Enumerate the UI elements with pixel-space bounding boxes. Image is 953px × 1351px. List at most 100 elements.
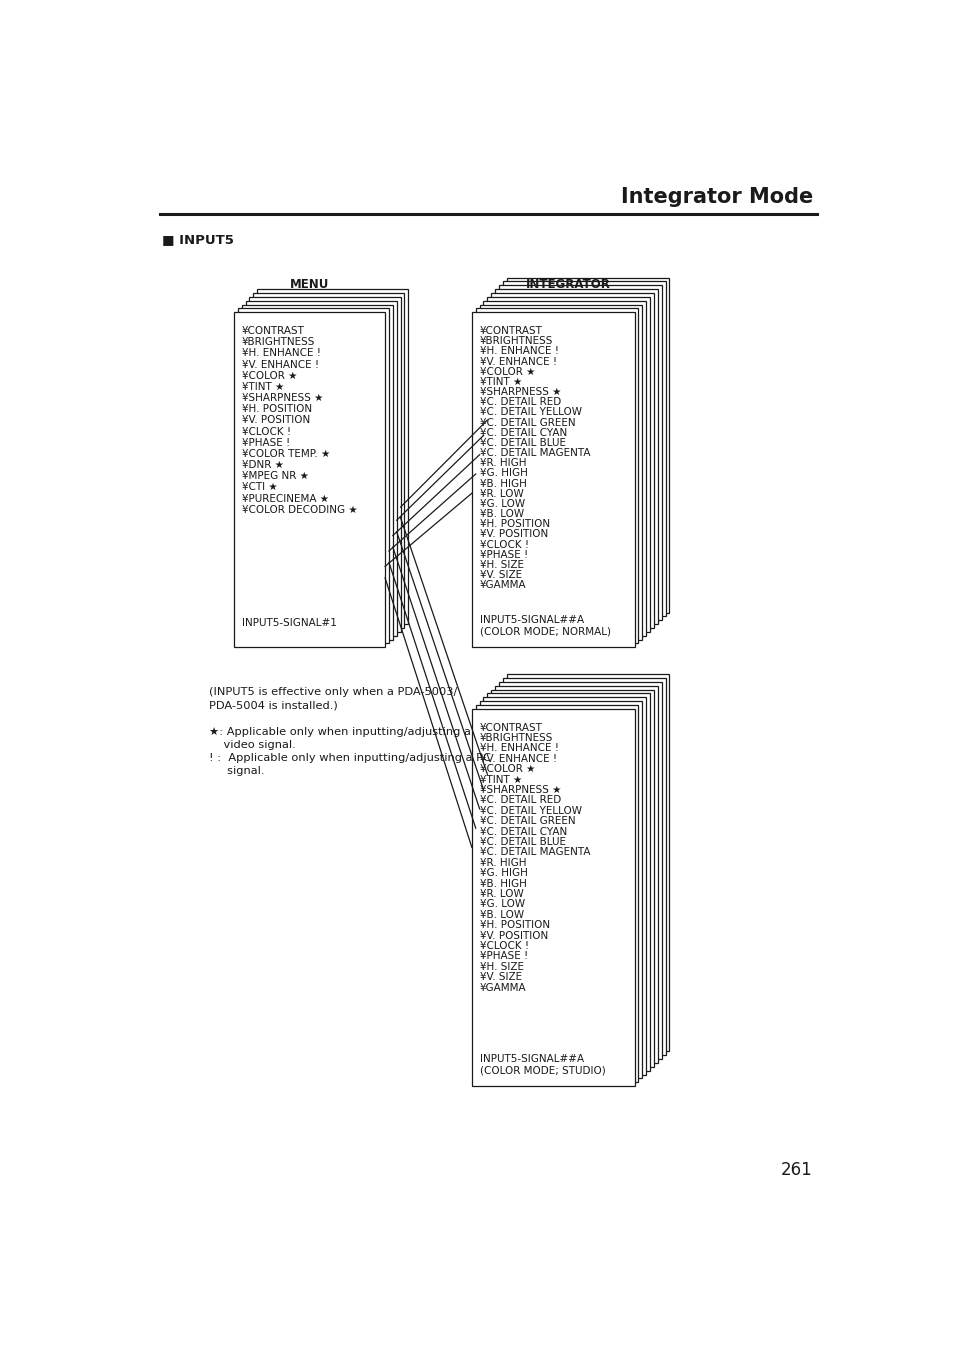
Text: ¥H. ENHANCE !: ¥H. ENHANCE ! — [479, 346, 558, 357]
Bar — [483, 697, 645, 1074]
Text: ¥B. LOW: ¥B. LOW — [479, 909, 523, 920]
Text: ¥COLOR ★: ¥COLOR ★ — [479, 765, 535, 774]
Bar — [476, 705, 638, 1082]
Text: ¥C. DETAIL MAGENTA: ¥C. DETAIL MAGENTA — [479, 449, 590, 458]
Text: ¥V. ENHANCE !: ¥V. ENHANCE ! — [479, 357, 557, 366]
Text: signal.: signal. — [209, 766, 264, 775]
Bar — [495, 289, 658, 624]
Text: ¥CLOCK !: ¥CLOCK ! — [479, 539, 528, 550]
Text: ¥B. HIGH: ¥B. HIGH — [479, 878, 526, 889]
Text: Integrator Mode: Integrator Mode — [620, 186, 812, 207]
Text: PDA-5004 is installed.): PDA-5004 is installed.) — [209, 700, 337, 711]
Bar — [237, 308, 389, 643]
Bar — [506, 674, 669, 1051]
Text: ¥G. HIGH: ¥G. HIGH — [479, 469, 527, 478]
Text: ¥C. DETAIL MAGENTA: ¥C. DETAIL MAGENTA — [479, 847, 590, 858]
Text: ¥V. POSITION: ¥V. POSITION — [479, 530, 547, 539]
Bar — [245, 301, 396, 636]
Text: ¥PHASE !: ¥PHASE ! — [479, 951, 527, 962]
Text: ¥TINT ★: ¥TINT ★ — [479, 774, 521, 785]
Text: ¥C. DETAIL GREEN: ¥C. DETAIL GREEN — [479, 417, 575, 428]
Text: INTEGRATOR: INTEGRATOR — [526, 278, 611, 292]
Bar — [257, 289, 408, 624]
Text: ¥SHARPNESS ★: ¥SHARPNESS ★ — [479, 785, 560, 794]
Text: ¥GAMMA: ¥GAMMA — [479, 982, 526, 993]
Text: ¥C. DETAIL YELLOW: ¥C. DETAIL YELLOW — [479, 805, 581, 816]
Text: ¥C. DETAIL YELLOW: ¥C. DETAIL YELLOW — [479, 408, 581, 417]
Bar — [495, 686, 658, 1063]
Text: ¥H. SIZE: ¥H. SIZE — [479, 962, 523, 971]
Text: video signal.: video signal. — [209, 739, 295, 750]
Bar — [506, 277, 669, 612]
Bar — [498, 285, 661, 620]
Text: ¥G. LOW: ¥G. LOW — [479, 900, 524, 909]
Text: ¥C. DETAIL BLUE: ¥C. DETAIL BLUE — [479, 438, 565, 449]
Bar — [487, 297, 649, 632]
Text: ■ INPUT5: ■ INPUT5 — [162, 232, 233, 246]
Text: ¥COLOR DECODING ★: ¥COLOR DECODING ★ — [241, 505, 357, 515]
Text: ¥COLOR ★: ¥COLOR ★ — [479, 366, 535, 377]
Text: ¥GAMMA: ¥GAMMA — [479, 580, 526, 590]
Bar — [472, 709, 634, 1086]
Text: ¥C. DETAIL GREEN: ¥C. DETAIL GREEN — [479, 816, 575, 827]
Text: ¥BRIGHTNESS: ¥BRIGHTNESS — [479, 734, 553, 743]
Text: ¥V. POSITION: ¥V. POSITION — [479, 931, 547, 940]
Text: INPUT5-SIGNAL##A
(COLOR MODE; STUDIO): INPUT5-SIGNAL##A (COLOR MODE; STUDIO) — [479, 1054, 605, 1075]
Text: ¥H. POSITION: ¥H. POSITION — [479, 519, 549, 530]
Text: ¥COLOR TEMP. ★: ¥COLOR TEMP. ★ — [241, 449, 330, 459]
Text: ¥BRIGHTNESS: ¥BRIGHTNESS — [241, 338, 314, 347]
Text: ¥TINT ★: ¥TINT ★ — [479, 377, 521, 386]
Bar — [241, 304, 393, 639]
Text: ¥PHASE !: ¥PHASE ! — [241, 438, 290, 447]
Text: ¥V. ENHANCE !: ¥V. ENHANCE ! — [241, 359, 318, 370]
Text: ¥H. ENHANCE !: ¥H. ENHANCE ! — [241, 349, 320, 358]
Text: ¥R. LOW: ¥R. LOW — [479, 889, 523, 898]
Bar — [472, 312, 634, 647]
Text: ¥B. HIGH: ¥B. HIGH — [479, 478, 526, 489]
Text: ¥CONTRAST: ¥CONTRAST — [479, 723, 542, 732]
Text: ¥H. SIZE: ¥H. SIZE — [479, 559, 523, 570]
Text: ¥V. ENHANCE !: ¥V. ENHANCE ! — [479, 754, 557, 763]
Bar — [491, 293, 654, 628]
Text: ¥V. POSITION: ¥V. POSITION — [241, 416, 310, 426]
Text: ¥C. DETAIL BLUE: ¥C. DETAIL BLUE — [479, 838, 565, 847]
Text: ! :  Applicable only when inputting/adjusting a PC: ! : Applicable only when inputting/adjus… — [209, 753, 491, 763]
Text: ¥COLOR ★: ¥COLOR ★ — [241, 370, 296, 381]
Text: ¥R. LOW: ¥R. LOW — [479, 489, 523, 499]
Text: ¥CLOCK !: ¥CLOCK ! — [241, 427, 291, 436]
Text: ¥H. ENHANCE !: ¥H. ENHANCE ! — [479, 743, 558, 754]
Text: ¥CTI ★: ¥CTI ★ — [241, 482, 277, 493]
Text: ¥BRIGHTNESS: ¥BRIGHTNESS — [479, 336, 553, 346]
Text: ¥V. SIZE: ¥V. SIZE — [479, 973, 521, 982]
Text: ★: Applicable only when inputting/adjusting a: ★: Applicable only when inputting/adjust… — [209, 727, 471, 736]
Text: ¥G. LOW: ¥G. LOW — [479, 499, 524, 509]
Text: ¥C. DETAIL CYAN: ¥C. DETAIL CYAN — [479, 428, 566, 438]
Bar — [502, 281, 665, 616]
Text: ¥SHARPNESS ★: ¥SHARPNESS ★ — [241, 393, 323, 403]
Bar — [479, 304, 641, 639]
Text: ¥H. POSITION: ¥H. POSITION — [241, 404, 312, 415]
Bar — [249, 297, 400, 632]
Text: ¥C. DETAIL RED: ¥C. DETAIL RED — [479, 796, 560, 805]
Text: ¥G. HIGH: ¥G. HIGH — [479, 869, 527, 878]
Text: ¥B. LOW: ¥B. LOW — [479, 509, 523, 519]
Text: ¥MPEG NR ★: ¥MPEG NR ★ — [241, 471, 308, 481]
Text: INPUT5-SIGNAL##A
(COLOR MODE; NORMAL): INPUT5-SIGNAL##A (COLOR MODE; NORMAL) — [479, 615, 610, 636]
Bar — [476, 308, 638, 643]
Text: ¥R. HIGH: ¥R. HIGH — [479, 858, 525, 867]
Text: ¥CLOCK !: ¥CLOCK ! — [479, 942, 528, 951]
Text: 261: 261 — [781, 1161, 812, 1178]
Bar — [479, 701, 641, 1078]
Text: ¥CONTRAST: ¥CONTRAST — [241, 326, 304, 336]
Text: INPUT5-SIGNAL#1: INPUT5-SIGNAL#1 — [241, 617, 336, 628]
Bar — [483, 301, 645, 636]
Text: (INPUT5 is effective only when a PDA-5003/: (INPUT5 is effective only when a PDA-500… — [209, 688, 457, 697]
Text: ¥PHASE !: ¥PHASE ! — [479, 550, 527, 559]
Text: ¥DNR ★: ¥DNR ★ — [241, 461, 283, 470]
Text: ¥SHARPNESS ★: ¥SHARPNESS ★ — [479, 388, 560, 397]
Bar — [487, 693, 649, 1071]
Bar — [233, 312, 385, 647]
Text: ¥TINT ★: ¥TINT ★ — [241, 382, 284, 392]
Text: MENU: MENU — [290, 278, 329, 292]
Text: ¥C. DETAIL CYAN: ¥C. DETAIL CYAN — [479, 827, 566, 836]
